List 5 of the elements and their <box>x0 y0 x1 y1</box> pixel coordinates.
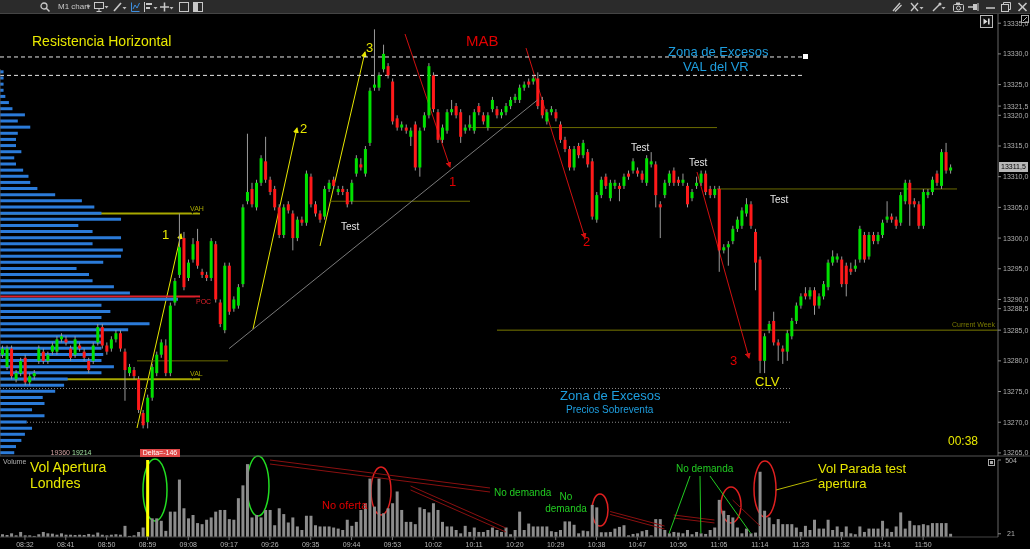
annotation: No demanda <box>676 463 734 475</box>
annotation: Vol Parada test apertura <box>818 461 908 491</box>
annotation: No demanda <box>494 487 552 499</box>
annotation: No oferta <box>322 499 368 512</box>
annotation: Vol Apertura Londres <box>30 459 108 491</box>
